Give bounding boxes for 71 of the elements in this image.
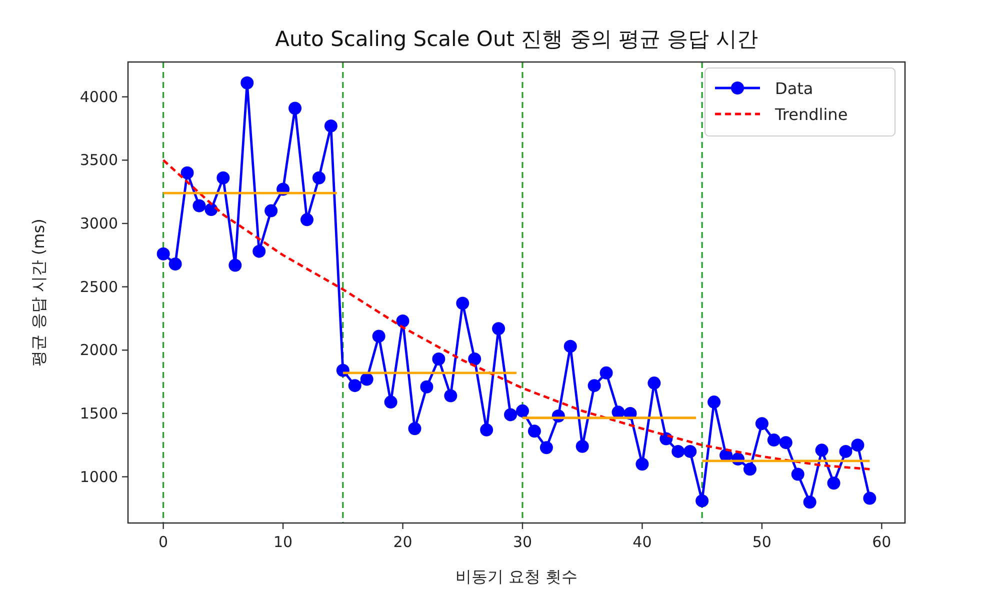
point bbox=[528, 424, 541, 438]
point bbox=[708, 396, 721, 409]
point bbox=[492, 322, 506, 336]
point bbox=[863, 492, 876, 505]
point bbox=[791, 468, 804, 481]
point bbox=[480, 423, 494, 436]
point bbox=[839, 444, 852, 458]
point bbox=[288, 102, 302, 115]
point bbox=[684, 444, 697, 458]
point bbox=[264, 204, 278, 218]
point bbox=[408, 422, 422, 436]
point bbox=[696, 494, 709, 508]
point bbox=[372, 330, 386, 343]
y-tick-label: 1500 bbox=[80, 404, 118, 422]
point bbox=[180, 166, 194, 180]
y-tick-label: 3000 bbox=[80, 214, 118, 232]
x-tick-label: 40 bbox=[632, 533, 652, 551]
point bbox=[192, 199, 206, 212]
point bbox=[564, 340, 577, 353]
point bbox=[384, 396, 398, 409]
y-axis-title: 평균 응답 시간 (ms) bbox=[29, 218, 48, 366]
point bbox=[576, 440, 589, 453]
point bbox=[432, 352, 446, 366]
point bbox=[743, 462, 756, 476]
point bbox=[755, 417, 768, 430]
point bbox=[827, 476, 840, 490]
point bbox=[636, 458, 649, 471]
y-tick-label: 4000 bbox=[80, 88, 118, 106]
point bbox=[803, 496, 816, 509]
point bbox=[648, 376, 661, 390]
point bbox=[324, 119, 338, 132]
x-tick-label: 0 bbox=[158, 533, 168, 551]
point bbox=[767, 434, 780, 447]
legend-label: Trendline bbox=[774, 105, 848, 124]
point bbox=[815, 444, 828, 457]
point bbox=[168, 258, 182, 271]
chart-title: Auto Scaling Scale Out 진행 중의 평균 응답 시간 bbox=[275, 27, 758, 51]
point bbox=[228, 258, 242, 272]
line-series bbox=[162, 158, 871, 470]
y-tick-label: 1000 bbox=[80, 468, 118, 486]
point bbox=[156, 247, 170, 260]
point bbox=[312, 171, 326, 184]
point bbox=[420, 380, 434, 394]
x-tick-label: 60 bbox=[872, 533, 892, 551]
y-tick-label: 2500 bbox=[80, 278, 118, 296]
x-tick-label: 30 bbox=[512, 533, 532, 551]
point bbox=[672, 444, 685, 458]
point bbox=[504, 408, 518, 422]
x-tick-label: 50 bbox=[752, 533, 772, 551]
point bbox=[348, 379, 362, 392]
point bbox=[516, 404, 529, 418]
point bbox=[588, 379, 601, 392]
point bbox=[468, 352, 482, 366]
point bbox=[444, 389, 458, 402]
point bbox=[216, 171, 230, 184]
point bbox=[360, 372, 374, 386]
x-axis-title: 비동기 요청 횟수 bbox=[455, 567, 578, 586]
y-tick-label: 2000 bbox=[80, 341, 118, 360]
point bbox=[396, 314, 410, 328]
y-tick-label: 3500 bbox=[80, 151, 118, 170]
legend-label: Data bbox=[775, 79, 814, 98]
point bbox=[600, 366, 613, 380]
point bbox=[456, 296, 470, 310]
x-tick-label: 10 bbox=[273, 533, 293, 551]
point bbox=[240, 76, 254, 90]
point bbox=[851, 438, 864, 452]
x-tick-label: 20 bbox=[393, 533, 412, 551]
point bbox=[540, 441, 553, 454]
point bbox=[252, 244, 266, 258]
point bbox=[779, 436, 792, 450]
point bbox=[300, 213, 314, 226]
